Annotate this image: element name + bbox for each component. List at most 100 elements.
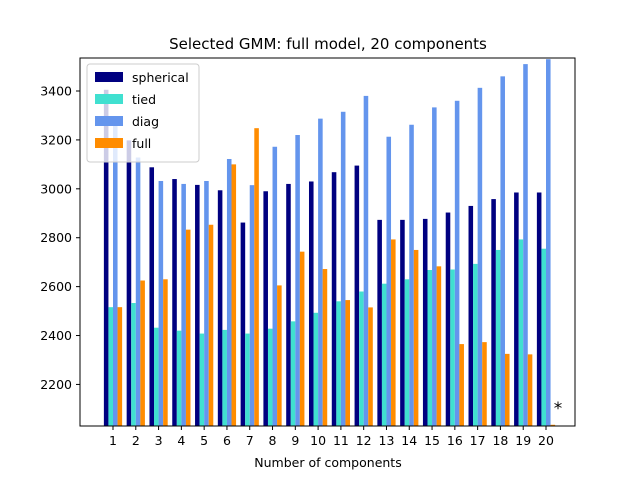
bar-tied-20 (541, 248, 546, 426)
bar-diag-9 (295, 135, 300, 426)
bar-full-12 (368, 307, 373, 426)
legend-swatch (95, 138, 123, 148)
bar-diag-19 (523, 64, 528, 427)
legend: spherical tied diag full (86, 63, 200, 163)
x-tick-label: 6 (223, 433, 231, 448)
bar-tied-5 (199, 333, 205, 426)
bar-spherical-6 (217, 190, 223, 426)
bar-tied-10 (313, 312, 319, 426)
bar-diag-6 (226, 158, 232, 427)
bar-tied-8 (267, 328, 273, 426)
legend-frame (86, 63, 200, 163)
bar-spherical-20 (536, 192, 542, 426)
y-axis-ticks: 2200 2400 2600 2800 3000 3200 3400 (40, 84, 80, 392)
x-tick-label: 3 (155, 433, 163, 448)
legend-label: spherical (132, 70, 189, 85)
bar-tied-1 (108, 307, 113, 426)
x-tick-label: 17 (470, 433, 486, 448)
bar-spherical-16 (445, 212, 451, 426)
bar-diag-2 (135, 157, 141, 426)
selected-model-marker: * (554, 399, 563, 419)
bar-tied-2 (131, 303, 136, 426)
legend-item-full: full (95, 136, 151, 151)
x-axis-ticks: 1 2 3 4 5 6 7 8 9 10 11 12 13 14 15 16 17 18 19 20 (109, 426, 554, 448)
bar-diag-20 (546, 59, 551, 426)
bar-spherical-8 (263, 191, 268, 426)
bar-spherical-13 (377, 219, 382, 426)
bar-spherical-4 (172, 179, 177, 426)
y-tick-label: 3000 (40, 181, 72, 196)
bar-full-8 (277, 285, 282, 426)
y-tick-label: 2600 (40, 279, 72, 294)
x-tick-label: 9 (291, 433, 299, 448)
bar-diag-12 (363, 95, 369, 427)
bar-full-16 (459, 344, 464, 426)
series-spherical (103, 89, 542, 427)
bar-tied-13 (381, 283, 387, 426)
annotations-layer: * (554, 399, 563, 419)
x-tick-label: 10 (310, 433, 326, 448)
bar-spherical-7 (240, 222, 246, 426)
bar-diag-18 (500, 76, 505, 426)
chart-title: Selected GMM: full model, 20 components (169, 35, 487, 53)
legend-swatch (95, 94, 123, 104)
x-tick-label: 20 (538, 433, 554, 448)
bar-tied-17 (473, 263, 478, 426)
bars-layer (103, 59, 556, 427)
bar-spherical-2 (126, 140, 132, 426)
bar-full-2 (140, 280, 145, 426)
bar-full-19 (527, 354, 533, 426)
y-tick-label: 2200 (40, 377, 72, 392)
x-tick-label: 12 (356, 433, 372, 448)
bar-diag-15 (432, 107, 437, 426)
bar-full-14 (413, 249, 419, 426)
x-tick-label: 18 (492, 433, 508, 448)
bar-tied-18 (495, 249, 501, 426)
bar-tied-11 (336, 301, 341, 426)
x-tick-label: 14 (401, 433, 417, 448)
bar-full-6 (231, 164, 237, 426)
bar-spherical-18 (491, 199, 496, 426)
bar-full-10 (322, 269, 328, 426)
x-tick-label: 7 (246, 433, 254, 448)
bar-spherical-11 (331, 172, 337, 426)
x-tick-label: 16 (447, 433, 463, 448)
bar-full-11 (345, 300, 351, 426)
bar-tied-15 (427, 270, 433, 426)
bar-spherical-15 (422, 218, 428, 426)
x-tick-label: 15 (424, 433, 440, 448)
bar-diag-8 (272, 146, 278, 426)
bar-spherical-12 (354, 165, 360, 426)
x-tick-label: 2 (132, 433, 140, 448)
bar-tied-14 (404, 279, 410, 426)
bar-spherical-3 (149, 167, 155, 427)
bar-full-5 (208, 224, 214, 426)
bar-full-7 (254, 128, 259, 426)
bar-diag-1 (113, 117, 118, 426)
bar-full-20 (550, 424, 556, 426)
bar-full-4 (185, 229, 191, 426)
legend-label: diag (132, 114, 159, 129)
bar-full-15 (436, 266, 442, 426)
series-full (117, 128, 556, 426)
bar-tied-16 (450, 269, 455, 426)
bar-tied-6 (222, 329, 227, 426)
bar-spherical-17 (468, 205, 474, 426)
x-tick-label: 4 (177, 433, 185, 448)
bar-tied-12 (359, 291, 364, 426)
legend-item-spherical: spherical (95, 70, 189, 85)
y-tick-label: 3200 (40, 132, 72, 147)
bar-diag-10 (318, 118, 323, 426)
bar-tied-4 (176, 330, 182, 426)
bar-spherical-9 (286, 183, 291, 426)
bar-tied-7 (245, 333, 250, 426)
y-tick-label: 2400 (40, 328, 72, 343)
series-diag (113, 59, 551, 427)
x-axis-label: Number of components (254, 455, 401, 470)
x-tick-label: 13 (379, 433, 395, 448)
bar-diag-17 (477, 87, 483, 426)
bar-spherical-14 (400, 219, 405, 426)
bar-full-9 (299, 251, 305, 426)
y-tick-label: 3400 (40, 84, 72, 99)
